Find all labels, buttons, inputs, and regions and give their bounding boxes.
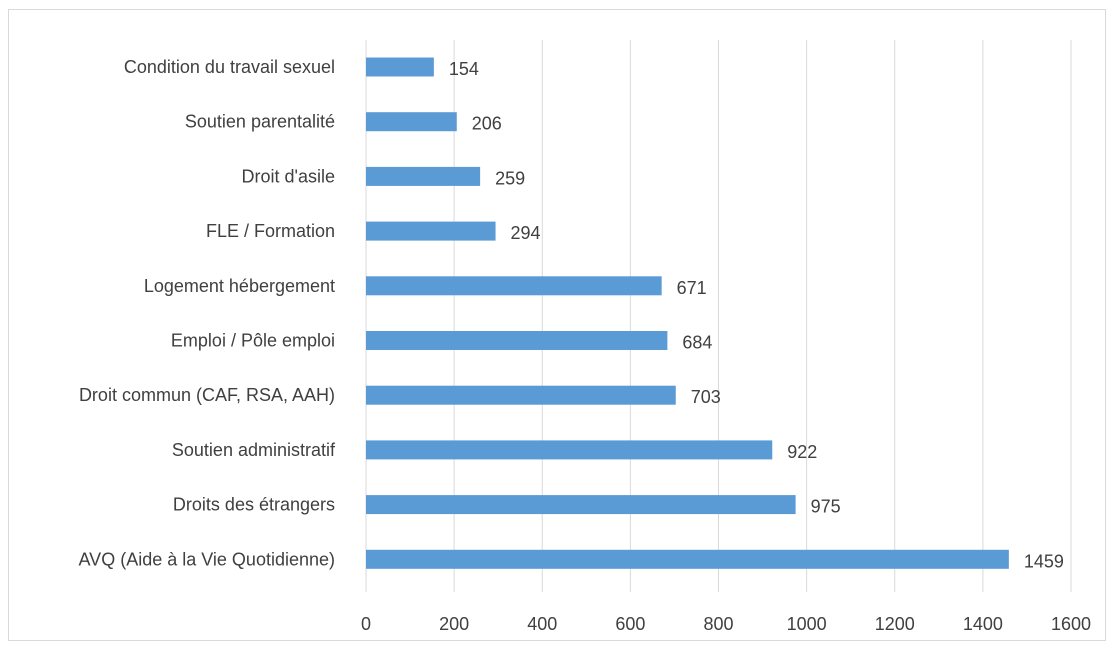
x-tick-label: 800 xyxy=(703,614,733,634)
x-tick-label: 0 xyxy=(361,614,371,634)
data-label: 1459 xyxy=(1024,551,1064,571)
data-label: 671 xyxy=(677,278,707,298)
bar xyxy=(366,331,668,350)
data-label: 206 xyxy=(472,114,502,134)
category-label: Droits des étrangers xyxy=(173,495,335,515)
category-label: Soutien administratif xyxy=(172,440,336,460)
category-label: Emploi / Pôle emploi xyxy=(171,331,335,351)
x-tick-label: 600 xyxy=(615,614,645,634)
category-label: Droit d'asile xyxy=(242,166,335,186)
x-tick-label: 1200 xyxy=(875,614,915,634)
bar xyxy=(366,495,796,515)
category-label: Logement hébergement xyxy=(144,276,335,296)
bar xyxy=(366,221,496,241)
bar xyxy=(366,440,773,460)
bar xyxy=(366,166,481,186)
x-tick-label: 1600 xyxy=(1051,614,1091,634)
bar xyxy=(366,112,457,132)
bar xyxy=(366,276,662,296)
data-label: 294 xyxy=(511,223,541,243)
category-label: Soutien parentalité xyxy=(185,112,335,132)
category-label: Condition du travail sexuel xyxy=(124,57,335,77)
data-label: 703 xyxy=(691,387,721,407)
bar xyxy=(366,385,676,405)
category-label: Droit commun (CAF, RSA, AAH) xyxy=(79,385,335,405)
data-label: 154 xyxy=(449,59,479,79)
bar xyxy=(366,549,1009,569)
data-label: 259 xyxy=(495,168,525,188)
category-label: AVQ (Aide à la Vie Quotidienne) xyxy=(79,549,335,569)
x-tick-label: 200 xyxy=(439,614,469,634)
chart-frame xyxy=(8,9,1106,641)
x-tick-label: 1000 xyxy=(787,614,827,634)
data-label: 975 xyxy=(811,497,841,517)
x-tick-label: 400 xyxy=(527,614,557,634)
data-label: 684 xyxy=(682,333,712,353)
x-tick-label: 1400 xyxy=(963,614,1003,634)
bar xyxy=(366,57,434,77)
data-label: 922 xyxy=(787,442,817,462)
category-label: FLE / Formation xyxy=(206,221,335,241)
